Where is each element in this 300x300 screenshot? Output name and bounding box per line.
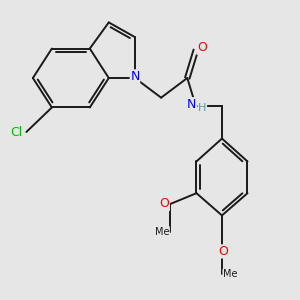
- Text: H: H: [198, 103, 206, 113]
- Text: O: O: [160, 197, 169, 211]
- Text: O: O: [219, 245, 229, 258]
- Text: Me: Me: [223, 269, 237, 279]
- Text: N: N: [187, 98, 196, 111]
- Text: Cl: Cl: [11, 125, 22, 139]
- Text: N: N: [130, 70, 140, 83]
- Text: O: O: [197, 41, 207, 54]
- Text: Me: Me: [155, 227, 170, 237]
